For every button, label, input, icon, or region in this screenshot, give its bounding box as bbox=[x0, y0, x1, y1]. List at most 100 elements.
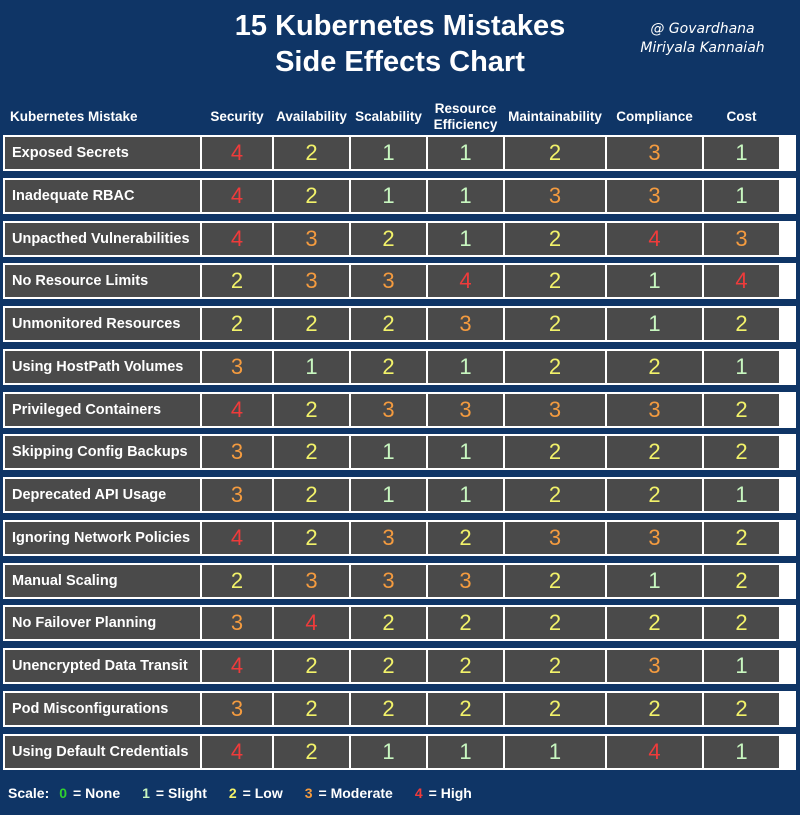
rating-cell: 2 bbox=[505, 308, 605, 340]
rating-cell: 2 bbox=[607, 436, 702, 468]
rating-cell: 2 bbox=[274, 650, 349, 682]
rating-cell: 2 bbox=[351, 650, 426, 682]
column-header-availability: Availability bbox=[276, 109, 347, 124]
scale-value: 0 bbox=[59, 785, 68, 801]
table-row: Manual Scaling 2 3 3 3 2 1 2 bbox=[3, 563, 796, 599]
column-header-mistake: Kubernetes Mistake bbox=[10, 109, 138, 124]
rating-cell: 2 bbox=[274, 137, 349, 169]
scale-item: 1 = Slight bbox=[142, 785, 207, 801]
mistake-name: Deprecated API Usage bbox=[5, 479, 200, 511]
rating-cell: 2 bbox=[274, 394, 349, 426]
mistake-name: Unpacthed Vulnerabilities bbox=[5, 223, 200, 255]
rating-cell: 2 bbox=[505, 351, 605, 383]
scale-item: 2 = Low bbox=[229, 785, 283, 801]
rating-cell: 3 bbox=[428, 565, 503, 597]
scale-legend: Scale: 0 = None 1 = Slight 2 = Low 3 = Moderate… bbox=[8, 783, 494, 803]
rating-cell: 3 bbox=[505, 180, 605, 212]
rating-cell: 1 bbox=[428, 351, 503, 383]
author-line-1: @ Govardhana bbox=[650, 21, 755, 37]
rating-cell: 2 bbox=[607, 351, 702, 383]
rating-cell: 2 bbox=[505, 693, 605, 725]
rating-cell: 4 bbox=[202, 736, 272, 768]
rating-cell: 2 bbox=[704, 522, 779, 554]
mistake-name: Using HostPath Volumes bbox=[5, 351, 200, 383]
rating-cell: 3 bbox=[505, 394, 605, 426]
scale-item: 0 = None bbox=[59, 785, 120, 801]
rating-cell: 2 bbox=[274, 479, 349, 511]
rating-cell: 4 bbox=[202, 180, 272, 212]
table-row: Ignoring Network Policies 4 2 3 2 3 3 2 bbox=[3, 520, 796, 556]
rating-cell: 4 bbox=[704, 265, 779, 297]
column-header-cost: Cost bbox=[726, 109, 757, 124]
rating-cell: 4 bbox=[428, 265, 503, 297]
rating-cell: 2 bbox=[607, 693, 702, 725]
mistake-name: Unencrypted Data Transit bbox=[5, 650, 200, 682]
table-row: Pod Misconfigurations 3 2 2 2 2 2 2 bbox=[3, 691, 796, 727]
rating-cell: 1 bbox=[428, 436, 503, 468]
rating-cell: 1 bbox=[428, 180, 503, 212]
rating-cell: 1 bbox=[704, 137, 779, 169]
rating-cell: 2 bbox=[351, 223, 426, 255]
rating-cell: 1 bbox=[607, 265, 702, 297]
table-row: No Resource Limits 2 3 3 4 2 1 4 bbox=[3, 263, 796, 299]
rating-cell: 2 bbox=[505, 565, 605, 597]
rating-cell: 2 bbox=[351, 351, 426, 383]
table-row: Inadequate RBAC 4 2 1 1 3 3 1 bbox=[3, 178, 796, 214]
rating-cell: 1 bbox=[351, 180, 426, 212]
mistake-name: No Resource Limits bbox=[5, 265, 200, 297]
rating-cell: 2 bbox=[505, 650, 605, 682]
rating-cell: 2 bbox=[274, 693, 349, 725]
rating-cell: 2 bbox=[704, 394, 779, 426]
rating-cell: 2 bbox=[351, 607, 426, 639]
scale-text: = Moderate bbox=[318, 785, 393, 801]
rating-cell: 1 bbox=[505, 736, 605, 768]
rating-cell: 3 bbox=[351, 394, 426, 426]
mistake-name: Skipping Config Backups bbox=[5, 436, 200, 468]
rating-cell: 3 bbox=[274, 265, 349, 297]
mistake-name: Manual Scaling bbox=[5, 565, 200, 597]
rating-cell: 2 bbox=[505, 607, 605, 639]
rating-cell: 1 bbox=[704, 351, 779, 383]
column-header-scalability: Scalability bbox=[355, 109, 422, 124]
scale-text: = High bbox=[428, 785, 472, 801]
rating-cell: 1 bbox=[607, 565, 702, 597]
mistake-name: Ignoring Network Policies bbox=[5, 522, 200, 554]
rating-cell: 4 bbox=[607, 736, 702, 768]
rating-cell: 4 bbox=[202, 223, 272, 255]
rating-cell: 3 bbox=[607, 180, 702, 212]
table-row: Deprecated API Usage 3 2 1 1 2 2 1 bbox=[3, 477, 796, 513]
rating-cell: 2 bbox=[202, 265, 272, 297]
rating-cell: 3 bbox=[704, 223, 779, 255]
chart-title: 15 Kubernetes Mistakes Side Effects Char… bbox=[0, 8, 800, 80]
rating-cell: 2 bbox=[274, 436, 349, 468]
rating-cell: 2 bbox=[505, 265, 605, 297]
rating-cell: 2 bbox=[351, 693, 426, 725]
rating-cell: 3 bbox=[351, 522, 426, 554]
table-row: Exposed Secrets 4 2 1 1 2 3 1 bbox=[3, 135, 796, 171]
rating-cell: 1 bbox=[704, 479, 779, 511]
rating-cell: 2 bbox=[274, 522, 349, 554]
column-header-compliance: Compliance bbox=[616, 109, 693, 124]
column-header-security: Security bbox=[210, 109, 264, 124]
mistake-name: Unmonitored Resources bbox=[5, 308, 200, 340]
rating-cell: 1 bbox=[428, 223, 503, 255]
table-row: Using HostPath Volumes 3 1 2 1 2 2 1 bbox=[3, 349, 796, 385]
mistake-name: Inadequate RBAC bbox=[5, 180, 200, 212]
rating-cell: 3 bbox=[202, 607, 272, 639]
rating-cell: 1 bbox=[351, 436, 426, 468]
rating-cell: 2 bbox=[505, 479, 605, 511]
scale-value: 3 bbox=[304, 785, 313, 801]
rating-cell: 3 bbox=[202, 479, 272, 511]
rating-cell: 1 bbox=[704, 180, 779, 212]
rating-cell: 4 bbox=[202, 394, 272, 426]
rating-cell: 2 bbox=[704, 693, 779, 725]
rating-cell: 3 bbox=[428, 394, 503, 426]
mistake-name: Exposed Secrets bbox=[5, 137, 200, 169]
rating-cell: 3 bbox=[607, 522, 702, 554]
rating-cell: 2 bbox=[428, 607, 503, 639]
table-row: Using Default Credentials 4 2 1 1 1 4 1 bbox=[3, 734, 796, 770]
rating-cell: 3 bbox=[202, 693, 272, 725]
rating-cell: 2 bbox=[428, 650, 503, 682]
rating-cell: 2 bbox=[607, 479, 702, 511]
rating-cell: 2 bbox=[704, 308, 779, 340]
